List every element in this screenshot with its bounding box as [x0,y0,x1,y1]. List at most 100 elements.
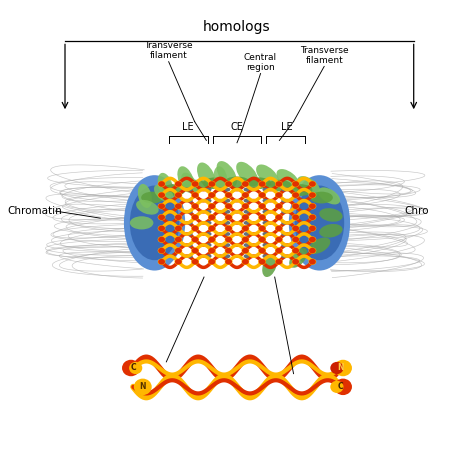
Ellipse shape [158,248,165,254]
Ellipse shape [236,162,258,186]
Ellipse shape [187,199,193,202]
Ellipse shape [158,192,165,198]
Ellipse shape [225,232,230,236]
Ellipse shape [241,258,249,265]
Text: LE: LE [281,122,292,132]
Ellipse shape [217,161,237,187]
Ellipse shape [182,180,207,191]
Ellipse shape [206,243,211,247]
Ellipse shape [300,243,306,247]
Ellipse shape [191,203,199,210]
Ellipse shape [292,247,300,254]
Ellipse shape [241,214,249,220]
Ellipse shape [292,214,300,220]
Ellipse shape [241,181,249,187]
Ellipse shape [158,247,165,254]
Ellipse shape [244,243,249,247]
Ellipse shape [208,225,216,232]
Ellipse shape [208,203,216,210]
Ellipse shape [175,203,182,209]
Ellipse shape [275,237,283,242]
Text: CE: CE [230,122,244,132]
Ellipse shape [225,210,230,214]
Ellipse shape [292,214,299,220]
Ellipse shape [281,188,287,191]
Ellipse shape [191,214,199,220]
Ellipse shape [214,166,227,190]
Ellipse shape [275,203,283,210]
Ellipse shape [174,214,182,220]
Ellipse shape [168,232,174,236]
Ellipse shape [267,180,292,191]
Ellipse shape [292,237,299,242]
Ellipse shape [258,247,266,254]
Ellipse shape [244,210,249,214]
Ellipse shape [309,247,316,254]
Ellipse shape [309,258,316,265]
Ellipse shape [130,216,154,229]
Ellipse shape [225,243,230,247]
Ellipse shape [309,214,316,220]
Ellipse shape [136,200,159,215]
Ellipse shape [281,199,287,202]
Ellipse shape [244,221,249,225]
Ellipse shape [191,192,199,198]
Ellipse shape [208,237,216,243]
Ellipse shape [292,259,299,264]
Ellipse shape [168,243,174,247]
Ellipse shape [259,192,265,198]
Ellipse shape [158,214,165,220]
Ellipse shape [309,192,316,198]
Ellipse shape [158,225,165,232]
Ellipse shape [319,208,343,222]
Ellipse shape [209,203,215,209]
Ellipse shape [241,237,249,243]
Ellipse shape [158,203,165,209]
Ellipse shape [174,203,182,210]
Ellipse shape [191,181,199,187]
Ellipse shape [206,232,211,236]
Ellipse shape [292,192,300,198]
Ellipse shape [225,258,233,265]
Ellipse shape [225,188,230,191]
Ellipse shape [319,224,343,237]
Text: C: C [338,383,344,392]
Ellipse shape [187,221,193,225]
Text: Chro: Chro [404,206,429,216]
Ellipse shape [134,379,152,395]
Ellipse shape [174,181,182,187]
Ellipse shape [275,237,283,243]
Ellipse shape [174,225,182,232]
Ellipse shape [191,214,199,220]
Ellipse shape [175,181,182,187]
Ellipse shape [281,210,287,214]
Ellipse shape [129,362,142,374]
Ellipse shape [225,254,230,258]
Ellipse shape [259,237,265,242]
Ellipse shape [275,192,283,198]
Ellipse shape [208,192,216,198]
Ellipse shape [258,225,266,232]
Ellipse shape [158,173,173,198]
Ellipse shape [330,362,344,374]
Ellipse shape [209,192,215,198]
Ellipse shape [187,254,193,258]
Ellipse shape [275,214,283,220]
Ellipse shape [259,181,265,187]
Ellipse shape [158,258,165,265]
Ellipse shape [281,232,287,236]
Ellipse shape [275,181,283,187]
Ellipse shape [263,232,268,236]
Ellipse shape [154,184,174,203]
Ellipse shape [162,184,186,196]
Ellipse shape [174,247,182,254]
Text: Central
region: Central region [244,53,277,72]
Ellipse shape [206,188,211,191]
Ellipse shape [244,199,249,202]
Ellipse shape [225,225,233,232]
Ellipse shape [258,192,266,198]
Ellipse shape [225,203,233,210]
Ellipse shape [275,258,283,265]
Ellipse shape [225,214,233,220]
Ellipse shape [292,192,299,198]
